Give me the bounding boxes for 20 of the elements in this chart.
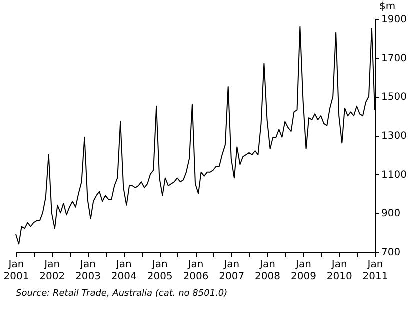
x-tick-label: Jan 2002 (40, 260, 66, 282)
y-tick-label: 700 (382, 248, 401, 258)
x-tick-label: Jan 2009 (291, 260, 316, 282)
x-tick-label: Jan 2011 (362, 260, 388, 282)
y-tick-label: 1300 (382, 131, 407, 142)
y-tick-label: 900 (382, 208, 401, 220)
x-tick-label: Jan 2010 (326, 260, 352, 282)
x-tick-label: Jan 2005 (147, 260, 173, 282)
x-tick-label: Jan 2001 (4, 260, 30, 282)
y-axis-title: $m (380, 2, 396, 12)
x-tick-label: Jan 2007 (219, 260, 245, 282)
y-tick-label: 1900 (382, 14, 407, 26)
x-tick-label: Jan 2006 (183, 260, 209, 282)
y-tick-label: 1500 (382, 92, 407, 104)
x-tick-label: Jan 2008 (255, 260, 280, 282)
y-tick-label: 1700 (382, 53, 407, 64)
y-tick-label: 1100 (382, 170, 407, 181)
source-note: Source: Retail Trade, Australia (cat. no 8501.0) (16, 289, 228, 299)
x-tick-label: Jan 2004 (111, 260, 137, 282)
x-tick-label: Jan 2003 (76, 260, 101, 282)
